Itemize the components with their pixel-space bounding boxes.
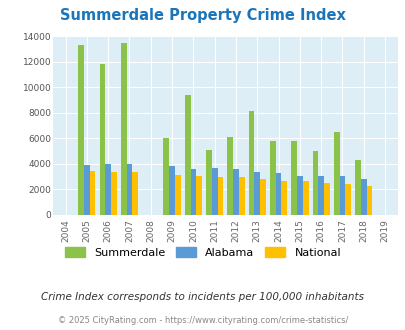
Bar	[312, 151, 318, 214]
Bar	[260, 180, 265, 214]
Text: © 2025 CityRating.com - https://www.cityrating.com/crime-statistics/: © 2025 CityRating.com - https://www.city…	[58, 316, 347, 325]
Bar	[132, 173, 138, 214]
Bar	[269, 141, 275, 214]
Bar	[84, 166, 90, 214]
Bar	[360, 179, 366, 214]
Bar	[196, 176, 202, 214]
Bar	[227, 138, 232, 214]
Bar	[345, 184, 350, 215]
Bar	[333, 132, 339, 214]
Bar	[211, 168, 217, 214]
Bar	[217, 177, 223, 215]
Bar	[354, 160, 360, 214]
Bar	[175, 175, 180, 214]
Bar	[275, 173, 281, 214]
Text: Crime Index corresponds to incidents per 100,000 inhabitants: Crime Index corresponds to incidents per…	[41, 292, 364, 302]
Bar	[339, 176, 345, 214]
Bar	[169, 166, 175, 214]
Bar	[290, 141, 296, 214]
Text: Summerdale Property Crime Index: Summerdale Property Crime Index	[60, 8, 345, 23]
Legend: Summerdale, Alabama, National: Summerdale, Alabama, National	[63, 245, 342, 260]
Bar	[248, 112, 254, 214]
Bar	[163, 138, 169, 214]
Bar	[111, 172, 117, 214]
Bar	[99, 64, 105, 214]
Bar	[206, 150, 211, 214]
Bar	[232, 169, 238, 214]
Bar	[184, 95, 190, 214]
Bar	[254, 172, 260, 214]
Bar	[318, 176, 323, 214]
Bar	[366, 186, 371, 215]
Bar	[323, 183, 329, 214]
Bar	[126, 164, 132, 214]
Bar	[78, 45, 84, 214]
Bar	[281, 181, 286, 214]
Bar	[296, 176, 302, 214]
Bar	[302, 182, 308, 215]
Bar	[190, 169, 196, 214]
Bar	[90, 171, 95, 214]
Bar	[105, 164, 111, 214]
Bar	[121, 43, 126, 214]
Bar	[238, 177, 244, 215]
